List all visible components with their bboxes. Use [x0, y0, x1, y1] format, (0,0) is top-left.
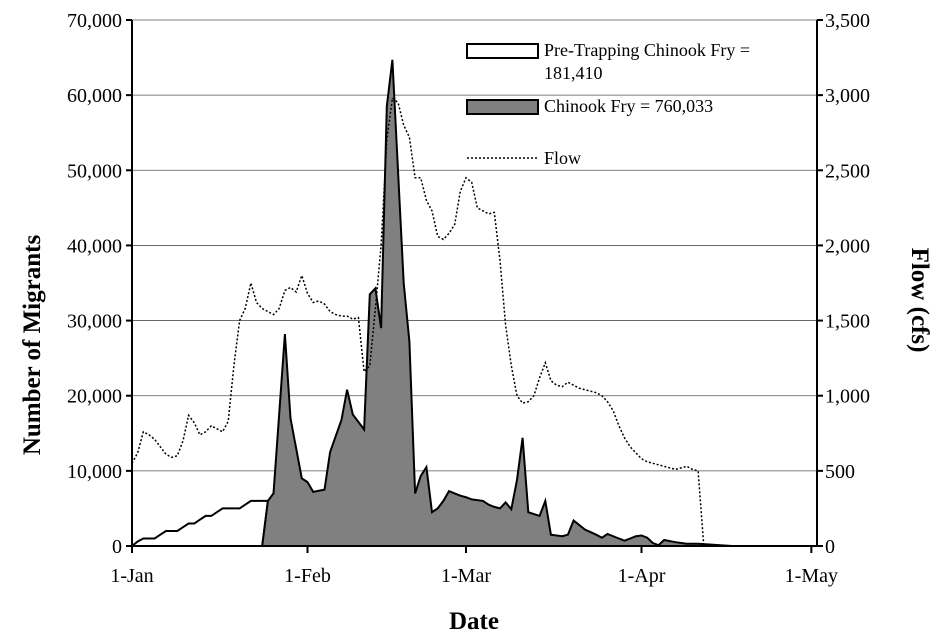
y-right-tick-label: 3,000: [825, 85, 870, 107]
series-flow: [131, 96, 817, 547]
y-left-tick-label: 50,000: [67, 160, 122, 182]
y-left-tick-label: 40,000: [67, 235, 122, 257]
y-right-tick-label: 2,500: [825, 160, 870, 182]
chinook-fry-area: [261, 59, 817, 547]
y-right-tick-label: 1,000: [825, 386, 870, 408]
legend-swatch-pre-trapping: [466, 43, 539, 59]
legend-label-flow: Flow: [544, 148, 581, 168]
x-tick-label: 1-Mar: [441, 565, 491, 587]
pre-trapping-area: [129, 499, 270, 547]
y-left-tick-label: 70,000: [67, 10, 122, 32]
legend-label-pre-trapping-line2: 181,410: [544, 63, 603, 83]
y-right-tick-label: 2,000: [825, 235, 870, 257]
y-right-tick-label: 500: [825, 461, 855, 483]
y-left-tick-label: 10,000: [67, 461, 122, 483]
flow-line: [131, 96, 817, 547]
x-axis-title: Date: [449, 608, 499, 635]
axes: 0 10,000 20,000 30,000 40,000 50,000 60,000 70,…: [67, 10, 870, 587]
legend-swatch-chinook-fry: [466, 99, 539, 115]
x-tick-label: 1-Jan: [110, 565, 153, 587]
x-tick-label: 1-May: [785, 565, 838, 587]
y-left-axis-title: Number of Migrants: [19, 235, 46, 456]
x-tick-label: 1-Apr: [618, 565, 666, 587]
y-right-axis-title: Flow (cfs): [906, 248, 933, 353]
legend-label-pre-trapping-line1: Pre-Trapping Chinook Fry =: [544, 40, 750, 60]
legend-label-chinook-fry: Chinook Fry = 760,033: [544, 96, 713, 116]
series-areas: [129, 59, 817, 547]
y-right-tick-label: 3,500: [825, 10, 870, 32]
y-left-tick-label: 30,000: [67, 311, 122, 333]
y-left-tick-label: 60,000: [67, 85, 122, 107]
y-left-tick-label: 20,000: [67, 386, 122, 408]
x-tick-label: 1-Feb: [284, 565, 331, 587]
legend: Pre-Trapping Chinook Fry = 181,410 Chino…: [466, 40, 750, 168]
y-right-tick-label: 1,500: [825, 311, 870, 333]
y-left-tick-label: 0: [112, 536, 122, 558]
gridlines: [132, 19, 817, 472]
y-right-tick-label: 0: [825, 536, 835, 558]
